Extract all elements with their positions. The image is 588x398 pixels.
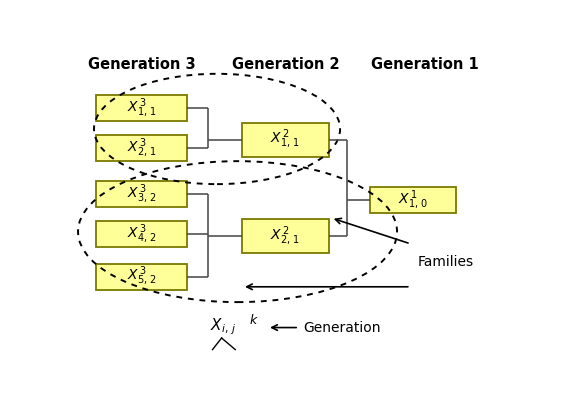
Text: Generation 3: Generation 3: [88, 57, 196, 72]
Text: $X_{2,\,1}^{\,3}$: $X_{2,\,1}^{\,3}$: [127, 137, 157, 160]
Text: Generation 2: Generation 2: [232, 57, 339, 72]
Text: $X_{1,\,1}^{\,3}$: $X_{1,\,1}^{\,3}$: [127, 97, 157, 120]
Text: Generation: Generation: [303, 320, 381, 335]
FancyBboxPatch shape: [242, 123, 329, 156]
FancyBboxPatch shape: [242, 219, 329, 253]
FancyBboxPatch shape: [96, 181, 188, 207]
Text: $X_{1,\,1}^{\,2}$: $X_{1,\,1}^{\,2}$: [270, 128, 300, 151]
Text: $X_{5,\,2}^{\,3}$: $X_{5,\,2}^{\,3}$: [127, 265, 157, 289]
FancyBboxPatch shape: [96, 135, 188, 161]
Text: Generation 1: Generation 1: [370, 57, 478, 72]
FancyBboxPatch shape: [96, 95, 188, 121]
FancyBboxPatch shape: [96, 264, 188, 290]
Text: $k$: $k$: [249, 313, 259, 327]
Text: $X_{i,\,j}$: $X_{i,\,j}$: [211, 317, 236, 338]
Text: $X_{3,\,2}^{\,3}$: $X_{3,\,2}^{\,3}$: [127, 183, 157, 206]
Text: $X_{1,\,0}^{\,1}$: $X_{1,\,0}^{\,1}$: [398, 189, 428, 212]
Text: $X_{2,\,1}^{\,2}$: $X_{2,\,1}^{\,2}$: [270, 224, 300, 248]
FancyBboxPatch shape: [370, 187, 456, 213]
FancyBboxPatch shape: [96, 221, 188, 247]
Text: $X_{4,\,2}^{\,3}$: $X_{4,\,2}^{\,3}$: [127, 222, 157, 246]
Text: Families: Families: [417, 255, 474, 269]
